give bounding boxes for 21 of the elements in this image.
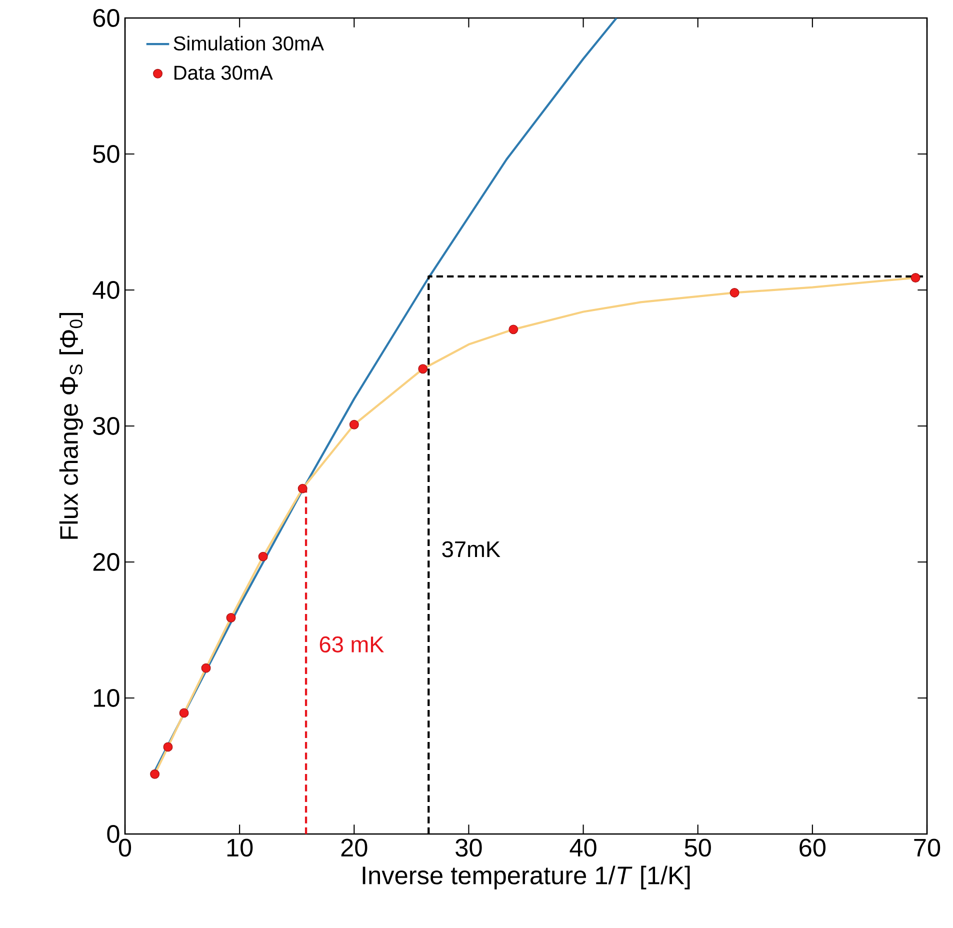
x-tick-label: 40 [570,838,596,857]
x-tick-label: 10 [227,838,253,857]
y-tick-label: 10 [94,689,120,707]
x-tick-label: 20 [341,838,368,857]
y-tick-label: 20 [93,553,120,571]
legend-label: Simulation 30mA [174,36,324,51]
y-axis-title: Flux change Φ$_{S}$ [Φ$_{0}$] [59,313,83,539]
x-tick-label: 50 [684,838,711,857]
x-axis-title: Inverse temperature 1/T [1/K] [362,866,690,890]
y-tick-label: 0 [107,825,120,843]
y-tick-label: 60 [93,9,120,27]
x-tick-label: 0 [118,838,132,857]
y-tick-label: 30 [93,417,120,435]
x-tick-label: 60 [800,838,826,857]
x-tick-label: 30 [456,838,482,857]
annotation: 37mK [442,541,500,558]
annotation: 63 mK [320,636,384,652]
y-tick-label: 40 [92,281,120,299]
y-tick-label: 50 [93,145,120,163]
x-tick-label: 70 [914,838,940,857]
legend-label: Data 30mA [174,66,273,80]
